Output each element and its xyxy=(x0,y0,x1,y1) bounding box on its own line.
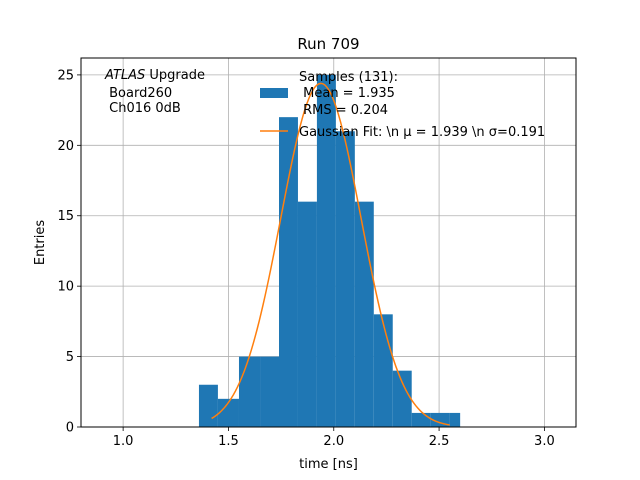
y-tick-label: 20 xyxy=(57,139,74,154)
gaussian-fit-line xyxy=(211,82,450,426)
chart-title: Run 709 xyxy=(297,35,359,53)
histogram-bar-11 xyxy=(411,412,431,427)
histogram-bar-7 xyxy=(335,131,355,428)
x-tick-label: 1.0 xyxy=(113,434,134,449)
x-tick-label: 3.0 xyxy=(534,434,555,449)
plot-frame xyxy=(80,57,577,428)
histogram-bar-2 xyxy=(238,356,261,427)
x-tick-label: 1.5 xyxy=(218,434,239,449)
axis-ticks: 1.0 1.5 2.0 2.5 3.0 0 5 10 15 20 25 xyxy=(57,68,554,449)
histogram-bar-10 xyxy=(392,370,412,427)
y-tick-label: 15 xyxy=(57,209,74,224)
annotation-line-1: ATLAS Upgrade xyxy=(104,68,205,83)
board-label: Board260 xyxy=(105,86,172,101)
legend-histogram-line-2: Mean = 1.935 xyxy=(299,86,395,101)
atlas-label: ATLAS xyxy=(104,68,145,83)
y-tick-label: 25 xyxy=(57,68,74,83)
channel-label: Ch016 0dB xyxy=(105,101,181,116)
legend-fit-label: Gaussian Fit: \n μ = 1.939 \n σ=0.191 xyxy=(299,125,545,140)
x-tick-label: 2.0 xyxy=(323,434,344,449)
y-axis-label: Entries xyxy=(33,220,48,266)
histogram-bar-3 xyxy=(260,356,279,427)
x-tick-label: 2.5 xyxy=(429,434,450,449)
legend-histogram-swatch xyxy=(260,88,288,98)
y-tick-label: 10 xyxy=(57,280,74,295)
gaussian-fit-curve xyxy=(211,82,450,426)
histogram-bar-4 xyxy=(279,117,298,427)
legend-histogram-line-3: RMS = 0.204 xyxy=(299,103,388,118)
legend: Samples (131): Mean = 1.935 RMS = 0.204 … xyxy=(260,70,545,140)
y-tick-label: 5 xyxy=(66,350,74,365)
histogram-bar-5 xyxy=(297,201,317,427)
x-axis-label: time [ns] xyxy=(299,457,358,472)
legend-histogram-line-1: Samples (131): xyxy=(299,70,398,85)
upgrade-label: Upgrade xyxy=(145,68,205,83)
y-tick-label: 0 xyxy=(66,421,74,436)
histogram-bar-6 xyxy=(316,74,336,428)
atlas-annotation: ATLAS Upgrade Board260 Ch016 0dB xyxy=(104,68,205,116)
histogram-bars xyxy=(198,74,461,428)
histogram-bar-9 xyxy=(373,314,393,427)
histogram-bar-0 xyxy=(198,384,218,427)
histogram-bar-1 xyxy=(217,398,239,427)
histogram-bar-13 xyxy=(449,412,461,427)
